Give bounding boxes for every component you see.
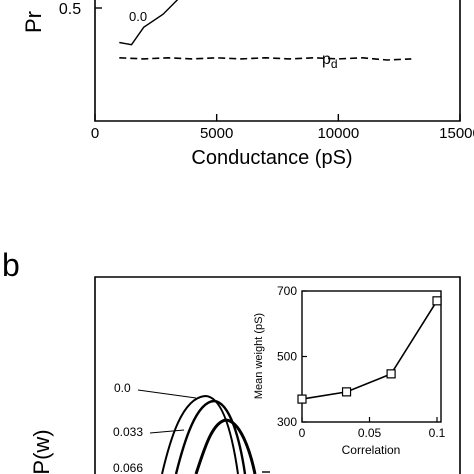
curve-corr-0.033 xyxy=(174,399,247,474)
panel-a-xtick-label: 5000 xyxy=(200,125,233,142)
leader-0.0 xyxy=(137,389,197,399)
panel-b-label: b xyxy=(2,247,20,283)
inset-xtick-label: 0.1 xyxy=(429,426,446,440)
inset-ylabel: Mean weight (pS) xyxy=(253,313,265,399)
panel-a-dashed-label-sub: d xyxy=(331,57,338,71)
inset-marker xyxy=(297,394,307,404)
inset-marker xyxy=(386,369,396,379)
panel-a-xtick-label: 10000 xyxy=(317,125,359,142)
panel-a-series-solid xyxy=(119,0,179,46)
inset-series-line xyxy=(301,300,438,400)
curve-label-0.066: 0.066 xyxy=(113,461,143,474)
inset-ytick-label: 700 xyxy=(277,284,297,298)
panel-b: b P(w) 0.0 0.033 0.066 Mean weight (pS) … xyxy=(2,247,461,474)
curve-corr-0.0 xyxy=(161,394,239,474)
inset-chart: Mean weight (pS) Correlation 0 0.05 0.1 300… xyxy=(253,284,446,457)
inset-marker xyxy=(341,387,352,397)
panel-a-ylabel: Pr xyxy=(21,11,46,33)
inset-xlabel: Correlation xyxy=(342,443,401,457)
panel-b-frame xyxy=(94,276,461,474)
inset-frame xyxy=(301,290,442,423)
panel-a-ytick-label: 0.5 xyxy=(59,1,81,18)
curve-label-0.033: 0.033 xyxy=(113,425,143,439)
inset-marker xyxy=(432,296,442,306)
inset-xtick-label: 0.05 xyxy=(358,426,382,440)
panel-a-dashed-label-main: p xyxy=(322,51,331,68)
panel-b-ylabel: P(w) xyxy=(29,429,54,474)
panel-a-xtick-label: 0 xyxy=(91,125,99,142)
panel-a-frame xyxy=(94,0,461,122)
leader-0.033 xyxy=(149,429,185,434)
inset-ytick-label: 300 xyxy=(277,415,297,429)
curve-corr-0.066 xyxy=(194,418,257,474)
panel-a-series-pd xyxy=(119,56,412,61)
inset-xtick-label: 0 xyxy=(299,426,306,440)
inset-ytick-label: 500 xyxy=(277,350,297,364)
panel-a-xlabel: Conductance (pS) xyxy=(191,147,352,169)
panel-a-dashed-label: pd xyxy=(322,51,338,71)
panel-a-solid-label: 0.0 xyxy=(129,9,147,24)
curve-label-0.0: 0.0 xyxy=(114,381,131,395)
